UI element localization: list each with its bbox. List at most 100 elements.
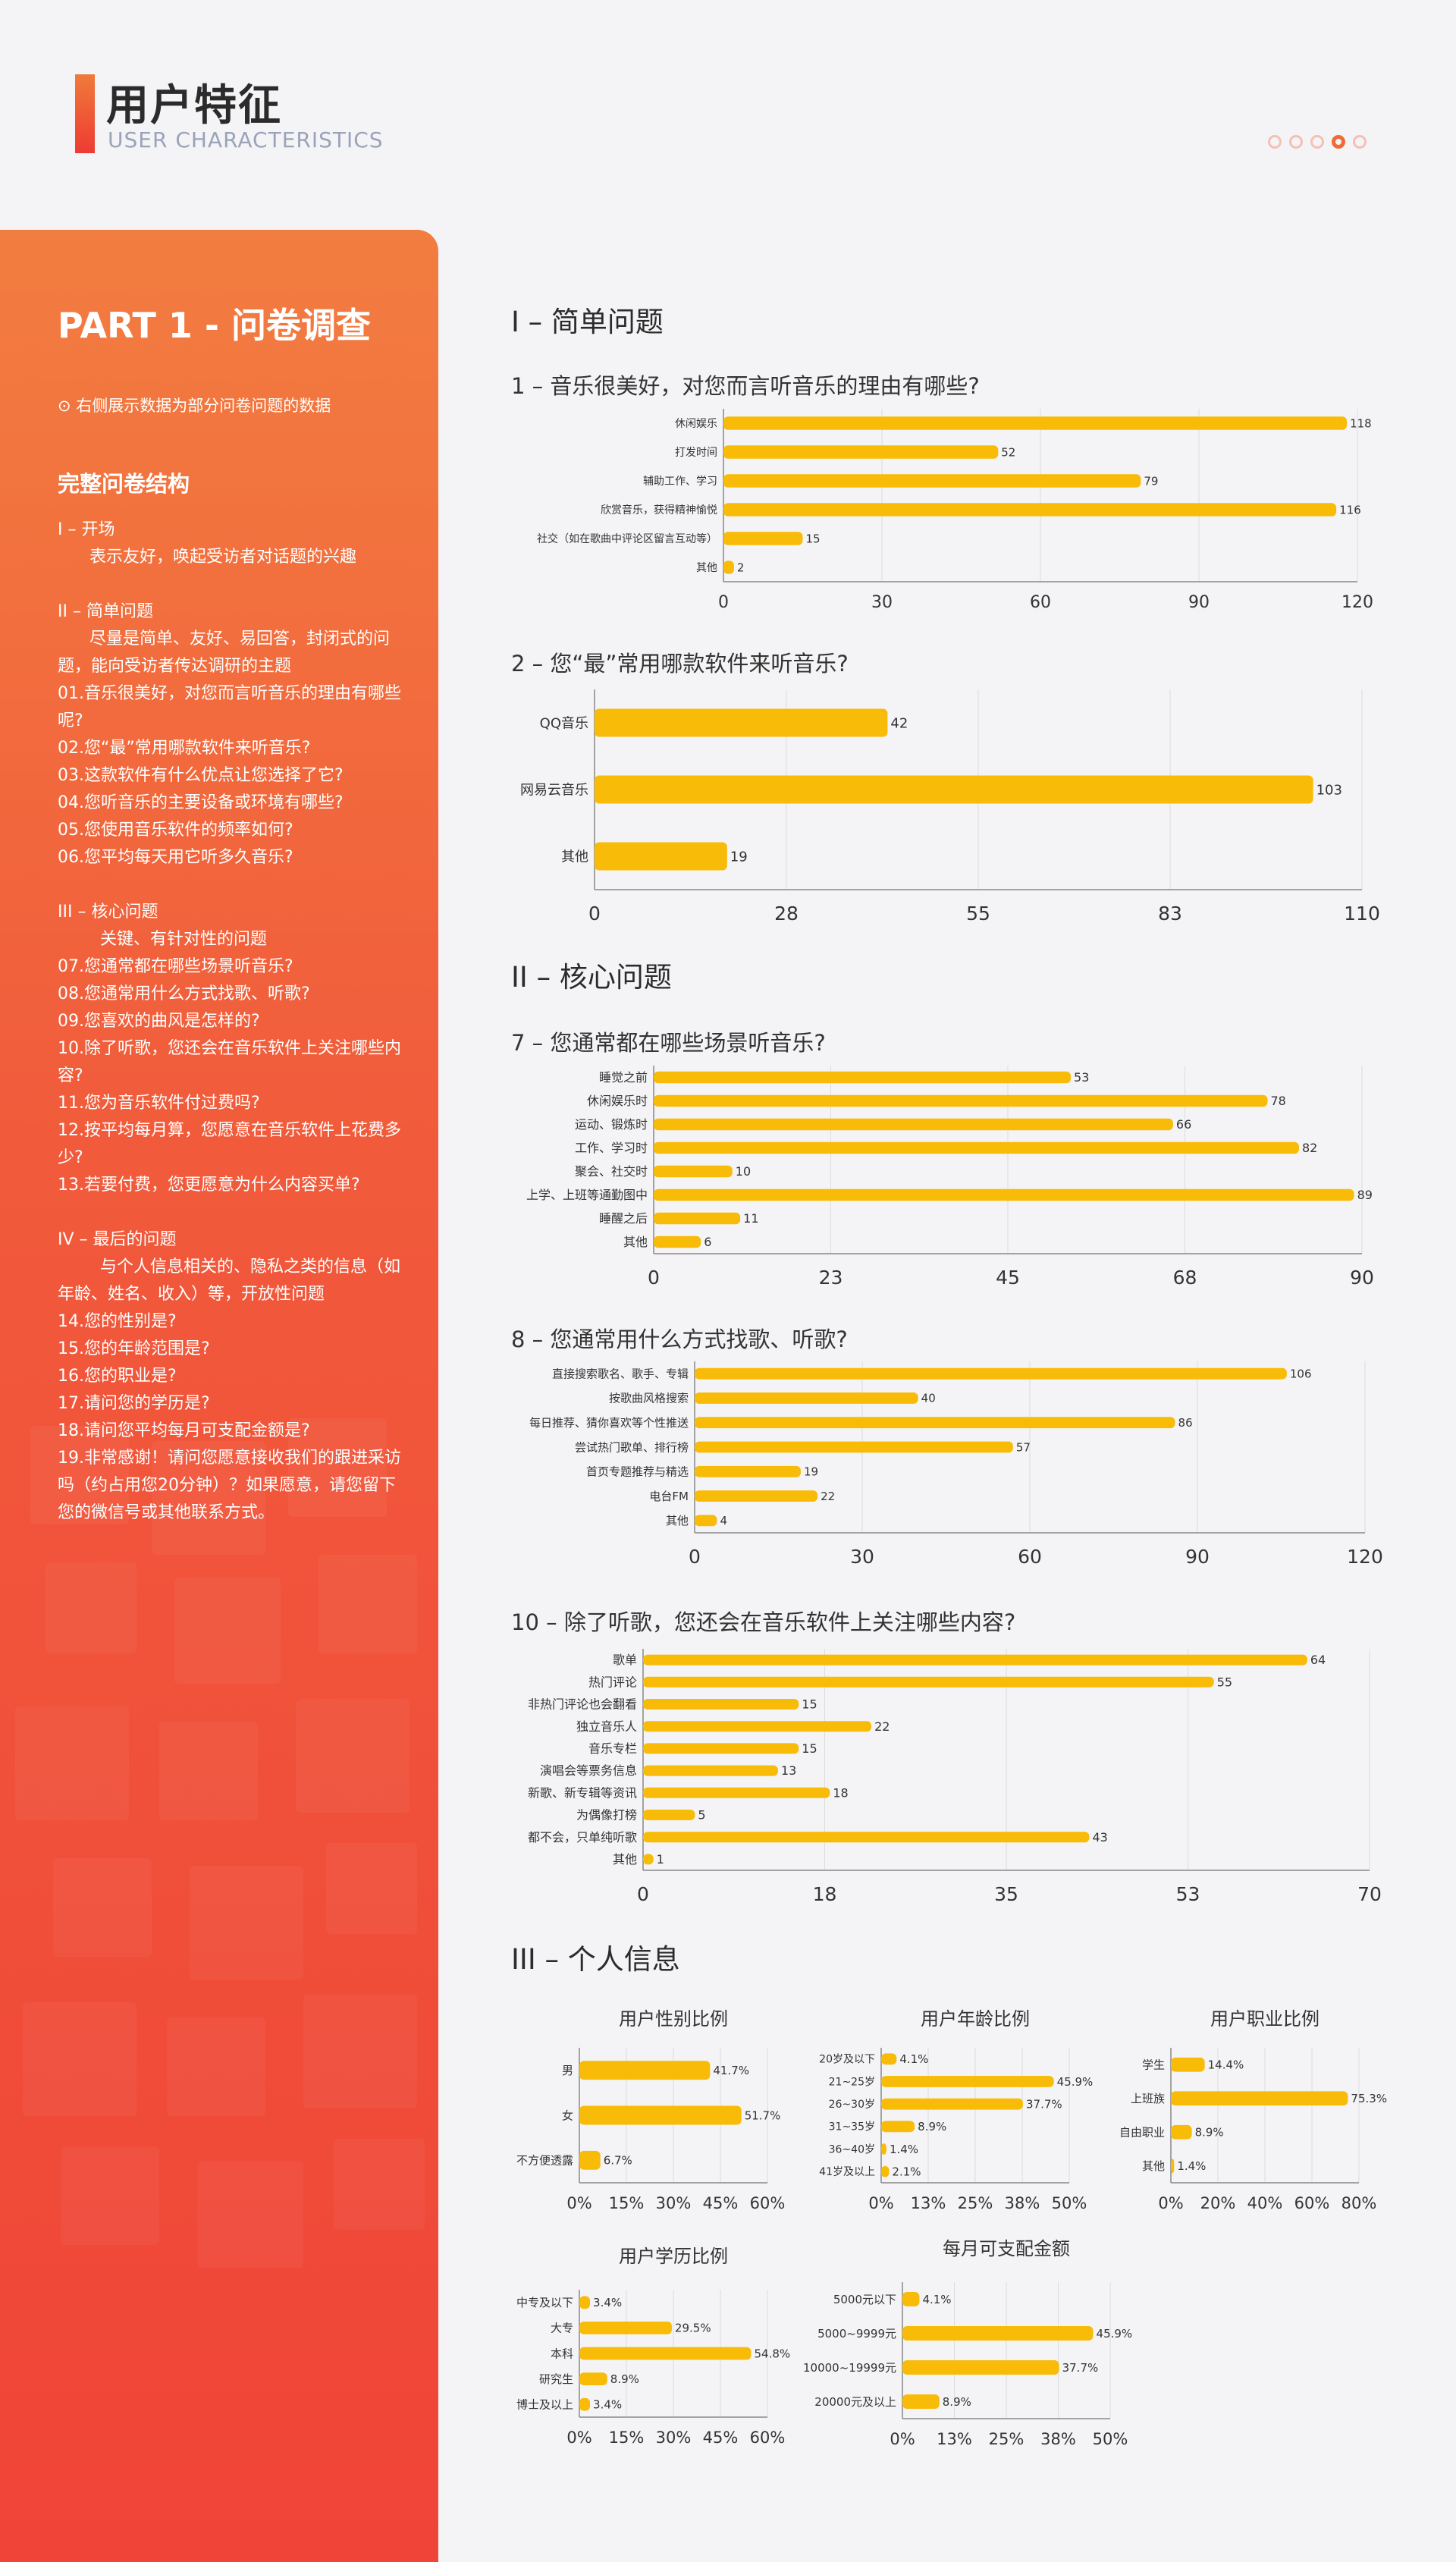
outline-spacer	[58, 1199, 406, 1226]
data-label: 54.8%	[755, 2347, 791, 2360]
decorative-square	[174, 1578, 281, 1684]
bar	[654, 1094, 1268, 1107]
category-label: 直接搜索歌名、歌手、专辑	[552, 1367, 689, 1380]
bar	[579, 2372, 607, 2385]
decorative-square	[30, 1426, 129, 1524]
category-label: 其他	[623, 1235, 648, 1249]
outline-line: 01.音乐很美好，对您而言听音乐的理由有哪些呢?	[58, 684, 401, 730]
data-label: 18	[833, 1785, 848, 1800]
page-dot-3[interactable]	[1310, 135, 1324, 149]
category-label: 博士及以上	[516, 2397, 573, 2411]
category-label: 36~40岁	[829, 2143, 875, 2155]
bar	[595, 708, 888, 737]
data-label: 29.5%	[675, 2322, 711, 2335]
section-title-personal: III – 个人信息	[511, 1943, 680, 1976]
x-tick-label: 90	[1350, 1267, 1374, 1289]
outline-line: 13.若要付费，您更愿意为什么内容买单?	[58, 1176, 360, 1195]
outline-line: 15.您的年龄范围是?	[58, 1339, 210, 1358]
category-label: 学生	[1142, 2058, 1165, 2072]
chart-title: 用户性别比例	[619, 2008, 728, 2030]
data-label: 118	[1350, 416, 1372, 430]
decorative-square	[61, 2146, 159, 2245]
section-title-core: II – 核心问题	[511, 961, 672, 994]
data-label: 66	[1176, 1117, 1191, 1132]
x-tick-label: 38%	[1040, 2430, 1076, 2448]
category-label: 其他	[613, 1852, 637, 1867]
outline-line: 表示友好，唤起受访者对话题的兴趣	[58, 548, 356, 567]
x-tick-label: 110	[1344, 903, 1380, 925]
x-tick-label: 83	[1158, 903, 1182, 925]
bar	[695, 1392, 918, 1404]
category-label: 睡醒之后	[599, 1211, 648, 1226]
category-label: 休闲娱乐	[675, 418, 717, 430]
decorative-square	[197, 2162, 303, 2268]
data-label: 103	[1316, 782, 1342, 798]
outline-line: 02.您“最”常用哪款软件来听音乐?	[58, 739, 311, 758]
page-dot-2[interactable]	[1289, 135, 1303, 149]
outline-line: 12.按平均每月算，您愿意在音乐软件上花费多少?	[58, 1121, 401, 1167]
data-label: 64	[1310, 1653, 1326, 1667]
bar	[595, 842, 727, 871]
data-label: 75.3%	[1351, 2092, 1387, 2105]
bar	[902, 2394, 940, 2409]
category-label: QQ音乐	[540, 715, 588, 731]
decorative-square	[296, 1699, 410, 1813]
chart-title: 每月可支配金额	[943, 2238, 1070, 2259]
x-tick-label: 40%	[1247, 2194, 1283, 2212]
bar	[643, 1765, 778, 1776]
decorative-square	[152, 1441, 265, 1555]
structure-title: 完整问卷结构	[58, 471, 190, 497]
data-label: 89	[1357, 1188, 1373, 1202]
x-tick-label: 60	[1018, 1546, 1042, 1568]
outline-line: 06.您平均每天用它听多久音乐?	[58, 848, 293, 867]
chart-title: 用户职业比例	[1210, 2008, 1320, 2030]
outline-line: 18.请问您平均每月可支配金额是?	[58, 1421, 310, 1440]
x-tick-label: 80%	[1341, 2194, 1377, 2212]
bar	[723, 474, 1141, 488]
category-label: 5000~9999元	[817, 2327, 896, 2341]
category-label: 每日推荐、猜你喜欢等个性推送	[529, 1416, 689, 1430]
x-tick-label: 28	[774, 903, 799, 925]
x-tick-label: 0%	[1158, 2194, 1183, 2212]
page-dot-5[interactable]	[1353, 135, 1367, 149]
data-label: 37.7%	[1062, 2361, 1099, 2375]
bar	[654, 1141, 1299, 1154]
data-label: 14.4%	[1208, 2058, 1244, 2072]
bar	[881, 2098, 1023, 2110]
decorative-square	[159, 1722, 258, 1820]
data-label: 8.9%	[1195, 2126, 1224, 2140]
bar	[643, 1721, 872, 1732]
outline-line: I – 开场	[58, 520, 115, 539]
category-label: 20000元及以上	[814, 2395, 896, 2409]
data-label: 19	[804, 1465, 818, 1479]
outline-line: 04.您听音乐的主要设备或环境有哪些?	[58, 793, 344, 812]
section-title-simple: I – 简单问题	[511, 306, 664, 338]
page-dot-4[interactable]	[1332, 135, 1345, 149]
bar	[643, 1809, 695, 1821]
page-indicator[interactable]	[1268, 135, 1367, 149]
category-label: 新歌、新专辑等资讯	[528, 1785, 637, 1800]
page-dot-1[interactable]	[1268, 135, 1282, 149]
data-label: 19	[730, 849, 748, 865]
bar	[1171, 2091, 1348, 2106]
bar	[723, 532, 803, 545]
bar	[643, 1654, 1307, 1666]
x-tick-label: 45%	[703, 2429, 739, 2447]
bar	[643, 1787, 830, 1798]
data-label: 1.4%	[1177, 2159, 1206, 2173]
category-label: 男	[562, 2064, 573, 2077]
data-label: 55	[1217, 1675, 1232, 1689]
data-label: 86	[1178, 1416, 1193, 1430]
bar	[695, 1515, 717, 1527]
data-label: 8.9%	[918, 2120, 946, 2133]
category-label: 21~25岁	[829, 2076, 875, 2088]
bar	[579, 2397, 591, 2411]
category-label: 睡觉之前	[599, 1070, 648, 1085]
category-label: 欣赏音乐，获得精神愉悦	[601, 504, 717, 516]
data-label: 53	[1074, 1070, 1089, 1085]
chart-q8: 0 30 60 90 120 直接搜索歌名、歌手、专辑 106 按歌曲风格搜索 40 每日推荐、猜…	[529, 1361, 1383, 1568]
chart-title: 用户学历比例	[619, 2246, 728, 2267]
category-label: 不方便透露	[516, 2154, 573, 2168]
x-tick-label: 45	[996, 1267, 1020, 1289]
